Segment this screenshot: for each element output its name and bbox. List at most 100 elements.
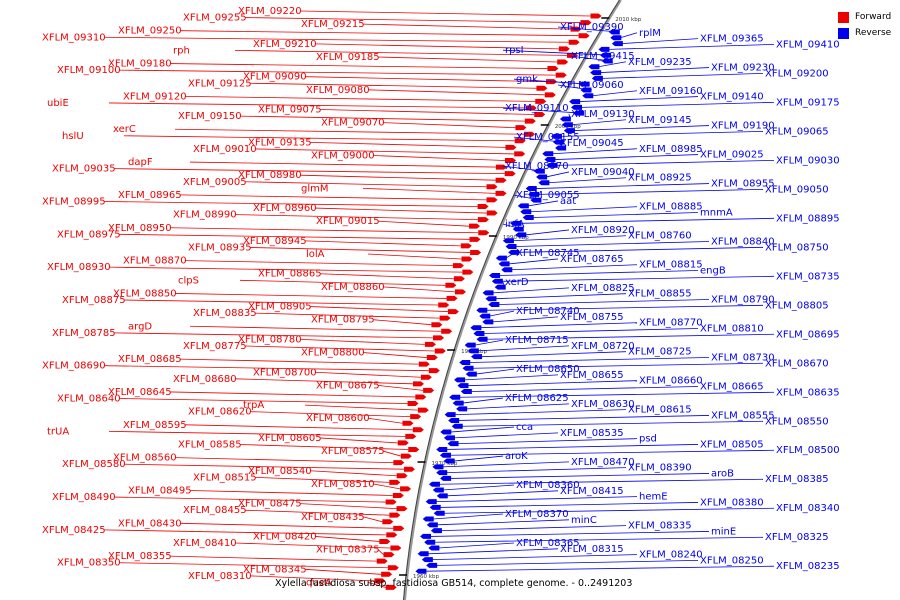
forward-connector	[108, 430, 406, 437]
reverse-gene-arrow	[462, 365, 474, 371]
reverse-gene-arrow	[546, 162, 558, 168]
reverse-gene-label: XFLM_09410	[776, 39, 840, 50]
reverse-connector	[501, 275, 775, 282]
reverse-gene-label: minC	[571, 515, 597, 526]
forward-connector	[118, 233, 470, 240]
forward-connector	[239, 279, 446, 286]
forward-gene-arrow	[505, 144, 517, 150]
reverse-connector	[508, 258, 559, 265]
reverse-gene-label: XFLM_08825	[571, 283, 635, 294]
forward-connector	[103, 36, 569, 43]
forward-connector	[103, 365, 429, 372]
forward-gene-label: XFLM_09070	[321, 118, 385, 129]
reverse-connector	[446, 490, 559, 497]
forward-gene-arrow	[557, 59, 569, 65]
reverse-gene-label: XFLM_09155	[516, 132, 580, 143]
reverse-gene-label: XFLM_09190	[711, 121, 775, 132]
reverse-gene-arrow	[517, 203, 529, 209]
forward-connector	[108, 266, 463, 273]
forward-connector	[319, 273, 454, 280]
reverse-gene-label: XFLM_08380	[700, 497, 764, 508]
reverse-gene-label: XFLM_09060	[560, 80, 624, 91]
forward-gene-label: XFLM_08605	[258, 433, 322, 444]
reverse-gene-label: XFLM_08770	[639, 318, 703, 329]
forward-gene-arrow	[462, 269, 474, 275]
forward-gene-label: XFLM_08870	[123, 256, 187, 267]
forward-connector	[254, 312, 440, 319]
forward-gene-label: XFLM_09135	[248, 137, 312, 148]
forward-gene-arrow	[486, 197, 498, 203]
reverse-gene-label: XFLM_09160	[639, 86, 703, 97]
reverse-gene-label: XFLM_08415	[560, 486, 624, 497]
forward-gene-label: XFLM_08850	[113, 288, 177, 299]
reverse-gene-label: XFLM_08725	[628, 347, 692, 358]
forward-connector	[189, 161, 496, 168]
forward-gene-label: lolA	[306, 249, 325, 260]
reverse-connector	[443, 507, 775, 514]
reverse-gene-arrow	[544, 157, 556, 163]
forward-gene-arrow	[386, 532, 398, 538]
forward-gene-label: XFLM_08375	[316, 545, 380, 556]
reverse-gene-label: XFLM_08325	[765, 532, 829, 543]
reverse-gene-label: XFLM_08750	[765, 242, 829, 253]
forward-connector	[184, 424, 413, 431]
forward-connector	[118, 398, 408, 404]
reverse-genes: XFLM_09390 rplM XFLM_09365 XFLM_09410 rpsI XF…	[415, 22, 840, 574]
reverse-connector	[464, 374, 559, 381]
forward-gene-label: XFLM_08875	[62, 295, 126, 306]
forward-gene-arrow	[390, 545, 402, 551]
reverse-gene-label: XFLM_09230	[711, 63, 775, 74]
scale-label: 1990 kbp	[503, 235, 529, 241]
reverse-gene-arrow	[425, 499, 437, 505]
forward-connector	[377, 56, 558, 63]
forward-gene-label: XFLM_08595	[123, 420, 187, 431]
reverse-gene-label: XFLM_09145	[628, 115, 692, 126]
forward-gene-label: XFLM_08690	[42, 361, 106, 372]
reverse-gene-arrow	[489, 273, 501, 279]
reverse-gene-arrow	[471, 354, 483, 360]
reverse-gene-arrow	[417, 551, 429, 557]
reverse-connector	[475, 368, 515, 375]
forward-gene-arrow	[447, 309, 459, 315]
forward-gene-label: XFLM_08355	[108, 551, 172, 562]
forward-connector	[314, 207, 487, 214]
reverse-connector	[472, 362, 764, 369]
forward-connector	[367, 253, 462, 260]
reverse-connector	[486, 333, 775, 340]
reverse-gene-arrow	[502, 238, 514, 244]
reverse-gene-label: XFLM_08810	[700, 323, 764, 334]
reverse-connector	[554, 154, 699, 160]
forward-gene-arrow	[578, 33, 590, 39]
forward-gene-arrow	[504, 171, 516, 177]
reverse-connector	[446, 467, 627, 474]
forward-gene-label: XFLM_08585	[178, 440, 242, 451]
reverse-gene-arrow	[426, 562, 438, 568]
forward-connector	[184, 95, 536, 102]
reverse-connector	[598, 61, 627, 68]
reverse-gene-label: XFLM_08550	[765, 416, 829, 427]
reverse-connector	[436, 560, 699, 566]
reverse-gene-arrow	[459, 359, 471, 365]
forward-connector	[249, 82, 537, 89]
forward-gene-arrow	[536, 85, 548, 91]
reverse-connector	[513, 78, 589, 85]
forward-connector	[367, 89, 545, 96]
forward-gene-arrow	[555, 72, 567, 78]
forward-connector	[189, 325, 442, 332]
reverse-gene-arrow	[601, 58, 613, 64]
forward-connector	[234, 50, 567, 56]
reverse-connector	[486, 304, 764, 311]
forward-gene-label: XFLM_09035	[52, 164, 116, 175]
forward-gene-label: XFLM_08455	[183, 505, 247, 516]
forward-gene-label: XFLM_08780	[238, 334, 302, 345]
reverse-gene-label: XFLM_09200	[765, 68, 829, 79]
reverse-gene-label: aroK	[505, 451, 528, 462]
reverse-gene-label: XFLM_09415	[571, 51, 635, 62]
reverse-gene-label: XFLM_08555	[711, 410, 775, 421]
forward-gene-arrow	[407, 401, 419, 407]
reverse-gene-label: XFLM_09110	[505, 103, 569, 114]
forward-gene-label: XFLM_08990	[173, 210, 237, 221]
reverse-connector	[527, 200, 559, 207]
reverse-gene-arrow	[428, 481, 440, 487]
reverse-connector	[435, 496, 638, 503]
